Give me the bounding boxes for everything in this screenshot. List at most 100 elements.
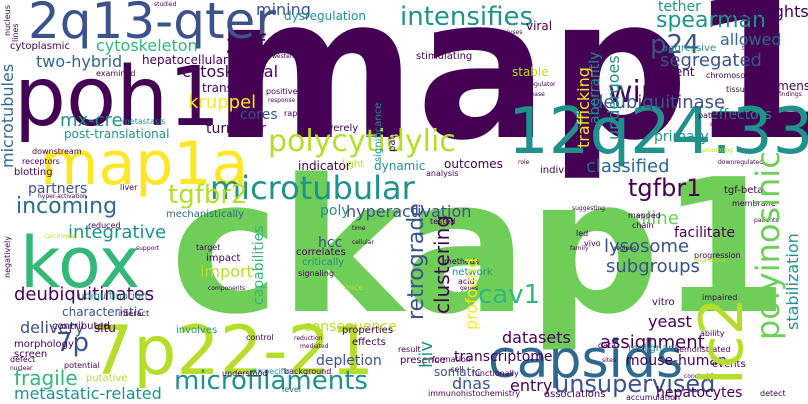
word-regions: regions [614, 245, 637, 252]
word-pathological: pathological [698, 111, 748, 120]
word-acid: acid [458, 277, 475, 286]
word-znf: znf [226, 30, 266, 60]
word-mapped: mapped [628, 211, 661, 220]
word-hyper-activation: hyper-activation [38, 193, 87, 200]
word-conclusion: conclusion [684, 373, 716, 380]
word-outcomes: outcomes [444, 157, 503, 171]
word-depletion: depletion [316, 353, 382, 369]
word-metastatic-related: metastatic-related [14, 384, 162, 403]
word-yeast: yeast [648, 312, 692, 331]
word-import: import [200, 262, 253, 281]
word-network: network [452, 267, 493, 278]
word-two-hybrid: two-hybrid [36, 52, 123, 71]
word-segregated: segregated [660, 50, 762, 71]
word-presence: presence [400, 355, 446, 366]
word-aberrantly: aberrantly [587, 51, 603, 124]
word-lc2: lc2 [687, 297, 757, 385]
word-specific: specific [260, 367, 291, 376]
word-tissues: tissues [726, 85, 754, 94]
word-result: result [398, 345, 421, 354]
word-regulator: regulator [528, 81, 556, 88]
word-incoming: incoming [16, 194, 118, 219]
word-data: data [598, 341, 617, 350]
word-suggesting: suggesting [572, 205, 605, 212]
word-deubiquitinase: deubiquitinase [592, 92, 726, 113]
word-polyinosinic: polyinosinic [749, 151, 787, 340]
word-classified: classified [586, 156, 670, 177]
word-turnover: turnover [206, 121, 266, 137]
word-dynamic: dynamic [374, 159, 426, 173]
word-online: online [624, 208, 679, 229]
word-chromosomes: chromosomes [706, 71, 763, 80]
word-properties: properties [342, 325, 394, 336]
word-progression: progression [694, 251, 741, 260]
word-tether: tether [658, 0, 701, 15]
word-analyses: analyses [496, 29, 523, 36]
word-individual: individual [540, 165, 589, 176]
word-pathway-mediated: pathway-mediated [387, 58, 398, 152]
word-7p: 7p [56, 328, 90, 358]
word-hepatocytes: hepatocytes [656, 385, 743, 401]
word-efficient: efficient [646, 65, 695, 79]
word-impact: impact [206, 253, 241, 264]
word-intensifies: intensifies [400, 2, 534, 32]
word-positively: positively [266, 87, 305, 96]
word-hyperactivation: hyperactivation [346, 202, 472, 221]
word-role: role [518, 159, 530, 166]
word-kruppel: kruppel [188, 92, 257, 113]
word-cav1: cav1 [478, 280, 541, 310]
word-survival: survival [710, 121, 734, 128]
word-examined: examined [96, 69, 136, 78]
word-putative: putative [86, 373, 128, 384]
word-viral: viral [526, 19, 553, 33]
word-promoting: promoting [702, 147, 733, 154]
word-screen: screen [14, 349, 48, 360]
word-impaired: impaired [702, 293, 738, 302]
word-specimens: specimens [746, 79, 808, 93]
word-microfilaments: microfilaments [174, 366, 368, 396]
word-mining: mining [256, 0, 311, 19]
word-facilitate: facilitate [674, 225, 736, 241]
word-nuclear: nuclear [10, 365, 33, 372]
word-interact: interact [118, 309, 150, 318]
word-family: family [570, 245, 589, 252]
word-microtubules: microtubules [0, 63, 17, 168]
word-led: led [576, 229, 589, 238]
word-poh1: poh1 [14, 50, 221, 145]
word-genes: genes [460, 285, 479, 292]
word-dysregulation: dysregulation [284, 9, 366, 23]
word-map1a: map1a [40, 129, 249, 199]
word-localization: localization [694, 257, 728, 264]
word-receptors: receptors [22, 157, 60, 166]
word-capabilities: capabilities [251, 225, 267, 305]
word-delivery: delivery [20, 318, 85, 337]
word-consequence: consequence [304, 319, 397, 335]
word-tested: tested [430, 217, 456, 226]
word-entry: entry [510, 376, 553, 395]
word-components: components [208, 285, 246, 292]
word-control: control [246, 333, 274, 342]
word-polycytidylic: polycytidylic [268, 124, 456, 159]
word-cellular: cellular [352, 239, 374, 246]
word-unsupervised: unsupervised [554, 370, 716, 398]
word-aggressive: aggressive [662, 43, 717, 54]
word-mice: mice [344, 283, 364, 292]
word-mechanistically: mechanistically [166, 209, 244, 220]
word-target: target [196, 243, 221, 252]
word-understood: understood [222, 369, 268, 378]
word-hiv: hiv [416, 340, 437, 368]
word-mouse-human: mouse-human [626, 353, 727, 369]
word-2q13-qter: 2q13-qter [28, 0, 276, 50]
word-effects: effects [352, 337, 386, 348]
word-findings: findings [778, 91, 802, 98]
word-reduced: reduced [88, 221, 121, 230]
word-transcriptome: transcriptome [454, 349, 553, 365]
word-support: support [136, 245, 160, 252]
word-vitro: vitro [652, 297, 675, 308]
word-tgfbr1: tgfbr1 [628, 174, 702, 202]
word-events: events [712, 359, 746, 370]
word-immunohistochemistry: immunohistochemistry [428, 389, 521, 398]
word-dnas: dnas [452, 374, 491, 393]
word-assignment: assignment [600, 332, 705, 353]
